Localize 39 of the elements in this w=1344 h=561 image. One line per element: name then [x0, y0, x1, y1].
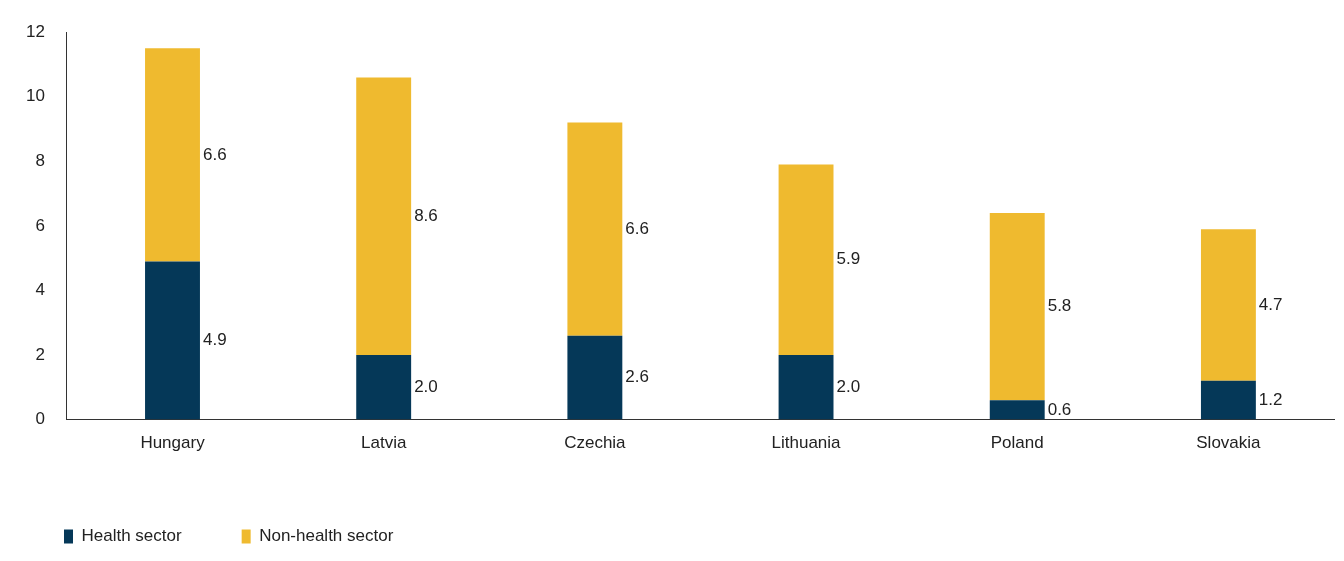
y-tick-label: 6 [35, 215, 45, 235]
legend-label: Non-health sector [259, 526, 394, 546]
data-label: 2.0 [414, 377, 438, 396]
data-label: 4.7 [1258, 294, 1283, 314]
y-tick-label: 0 [35, 409, 45, 429]
y-tick-label: 4 [35, 280, 45, 300]
data-label: 4.9 [202, 330, 227, 350]
bar [356, 77, 412, 356]
bar [1200, 380, 1256, 420]
data-label: 6.6 [202, 144, 227, 164]
data-label: 6.6 [625, 218, 649, 238]
bar [567, 335, 623, 420]
bar [145, 48, 200, 262]
bar [989, 212, 1045, 401]
data-label: 5.9 [836, 249, 861, 269]
y-tick-label: 8 [35, 151, 45, 171]
bar [778, 355, 834, 420]
legend-label: Health sector [81, 526, 182, 546]
x-tick-label: Czechia [564, 433, 627, 453]
x-tick-label: Hungary [140, 433, 206, 453]
y-tick-label: 10 [25, 86, 45, 106]
data-label: 2.0 [836, 377, 861, 396]
x-tick-label: Poland [990, 433, 1044, 453]
x-tick-label: Lithuania [771, 433, 842, 453]
data-label: 1.2 [1258, 389, 1283, 409]
bar [989, 400, 1045, 420]
x-tick-label: Latvia [360, 433, 407, 453]
data-label: 5.8 [1047, 296, 1072, 316]
data-label: 0.6 [1047, 399, 1072, 419]
data-label: 2.6 [625, 367, 649, 387]
data-label: 8.6 [414, 205, 438, 225]
y-tick-label: 12 [25, 21, 45, 41]
bar [1200, 229, 1256, 381]
bar [778, 164, 834, 356]
y-tick-label: 2 [35, 344, 45, 364]
bar [567, 122, 623, 336]
x-tick-label: Slovakia [1196, 433, 1262, 453]
bar [356, 355, 412, 420]
bar [145, 261, 200, 420]
